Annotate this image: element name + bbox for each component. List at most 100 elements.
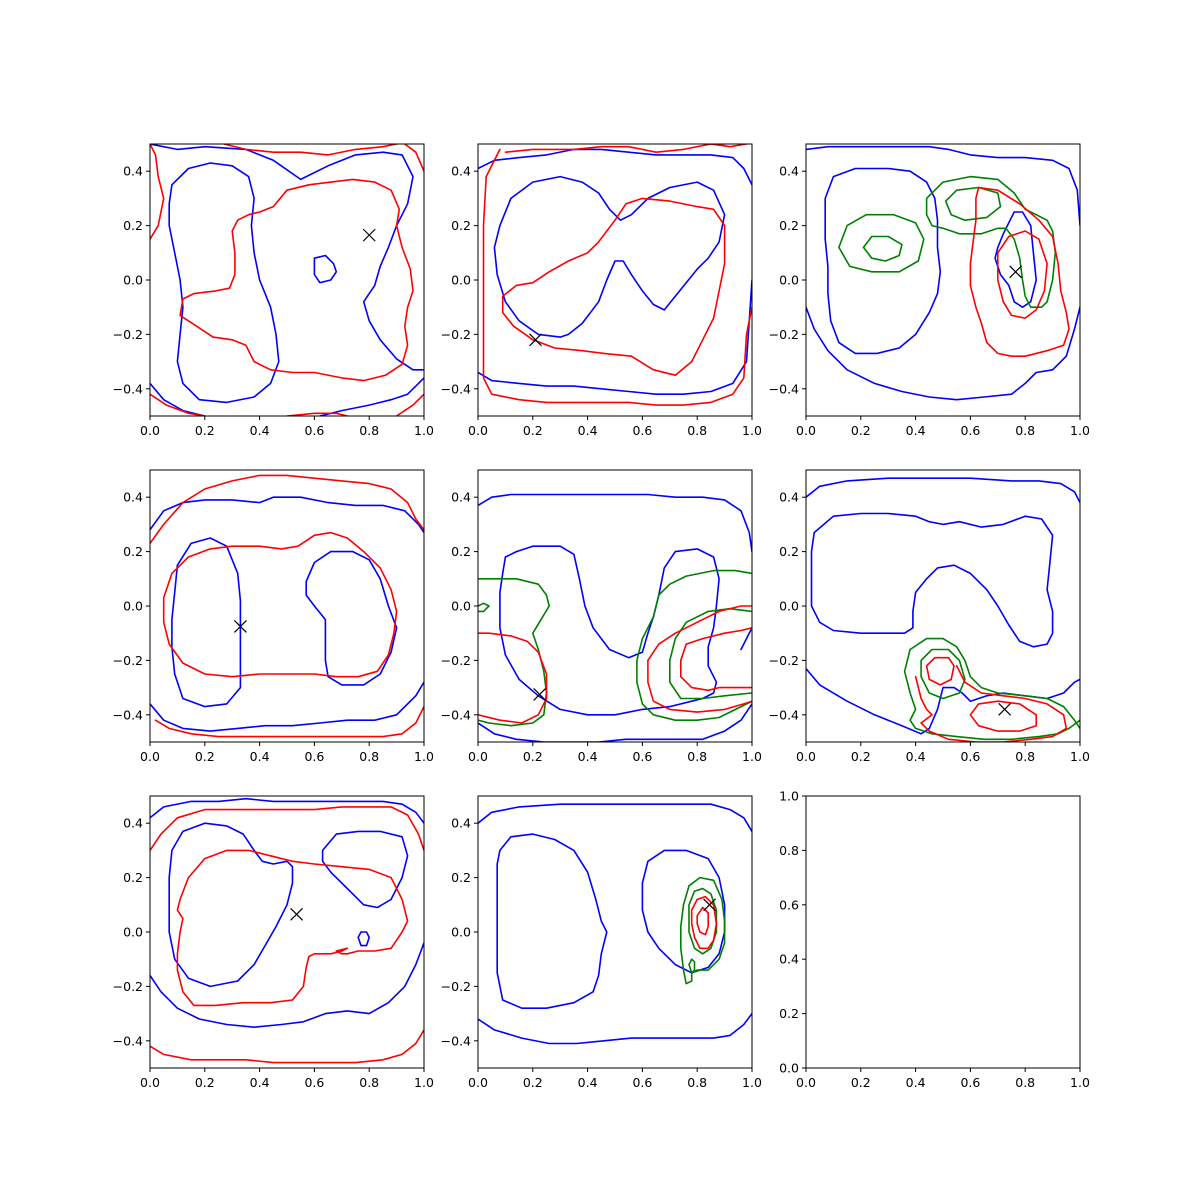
x-tick-label: 1.0 xyxy=(1070,749,1090,764)
y-tick-label: 0.4 xyxy=(779,164,799,179)
x-tick-label: 0.6 xyxy=(960,423,980,438)
contour-line-red xyxy=(478,632,548,724)
y-tick-label: 0.8 xyxy=(779,843,799,858)
axes-frame xyxy=(477,143,753,417)
plot-area xyxy=(478,144,752,406)
x-tick-label: 0.8 xyxy=(1015,423,1035,438)
plot-area xyxy=(150,797,424,1064)
subplot-2: 0.0 0.2 0.4 0.6 0.8 1.0 −0.4 −0.2 0.0 0.2 0.4 xyxy=(441,143,762,438)
x-tick-label: 0.0 xyxy=(140,423,160,438)
x-tick-label: 0.4 xyxy=(250,749,270,764)
contour-line-green xyxy=(944,186,1002,221)
x-tick-label: 0.2 xyxy=(523,749,543,764)
contour-line-red xyxy=(176,849,409,1007)
contour-line-blue xyxy=(150,942,424,1028)
contour-line-red xyxy=(504,144,726,153)
y-tick-label: 0.2 xyxy=(451,870,471,885)
contour-line-red xyxy=(223,144,398,156)
y-tick-label: 0.2 xyxy=(779,544,799,559)
x-tick-label: 1.0 xyxy=(1070,1075,1090,1090)
x-marker xyxy=(529,333,542,347)
x-tick-label: 1.0 xyxy=(414,1075,434,1090)
contour-line-red xyxy=(997,230,1048,319)
x-tick-label: 0.2 xyxy=(851,1075,871,1090)
y-tick-label: −0.4 xyxy=(769,707,799,722)
contour-line-blue xyxy=(478,148,752,186)
x-tick-label: 1.0 xyxy=(742,749,762,764)
contour-line-green xyxy=(838,213,925,273)
axes-frame xyxy=(805,143,1081,417)
y-tick-label: 0.0 xyxy=(451,599,471,614)
x-tick-label: 1.0 xyxy=(742,423,762,438)
y-tick-label: 0.0 xyxy=(779,599,799,614)
y-tick-label: 0.4 xyxy=(123,816,143,831)
contour-line-green xyxy=(669,607,752,662)
contour-line-green xyxy=(478,578,550,727)
subplot-7: 0.0 0.2 0.4 0.6 0.8 1.0 −0.4 −0.2 0.0 0.2 0.4 xyxy=(113,795,434,1090)
contour-line-blue xyxy=(478,803,752,833)
x-tick-label: 0.6 xyxy=(960,1075,980,1090)
subplot-9: 0.0 0.2 0.4 0.6 0.8 1.0 0.0 0.2 0.4 0.6 0.8 1.0 xyxy=(779,789,1090,1091)
axes-frame xyxy=(805,795,1081,1069)
y-tick-label: 0.0 xyxy=(123,599,143,614)
contour-line-blue xyxy=(478,1012,752,1045)
x-tick-label: 0.8 xyxy=(1015,1075,1035,1090)
y-tick-label: −0.2 xyxy=(113,979,143,994)
contour-line-blue xyxy=(806,145,1080,227)
x-tick-label: 0.8 xyxy=(687,423,707,438)
contour-line-blue xyxy=(168,162,280,404)
x-tick-label: 0.4 xyxy=(578,749,598,764)
contour-line-blue xyxy=(499,545,720,716)
plot-area xyxy=(806,145,1080,401)
contour-line-blue xyxy=(305,550,398,686)
x-marker xyxy=(233,619,247,633)
contour-line-blue xyxy=(150,681,424,732)
y-tick-label: −0.4 xyxy=(113,1033,143,1048)
y-tick-label: −0.2 xyxy=(441,979,471,994)
contour-line-green xyxy=(909,637,1080,730)
plot-area xyxy=(478,803,752,1045)
contour-line-red xyxy=(969,186,1070,357)
x-tick-label: 0.6 xyxy=(632,749,652,764)
x-tick-label: 0.4 xyxy=(906,749,926,764)
x-tick-label: 0.8 xyxy=(687,1075,707,1090)
x-tick-label: 0.2 xyxy=(523,423,543,438)
contour-line-blue xyxy=(806,306,1080,401)
subplot-3: 0.0 0.2 0.4 0.6 0.8 1.0 −0.4 −0.2 0.0 0.2 0.4 xyxy=(769,143,1090,438)
contour-line-red xyxy=(150,393,206,416)
y-tick-label: 0.4 xyxy=(779,952,799,967)
contour-line-blue xyxy=(740,627,752,651)
contour-line-red xyxy=(286,412,349,416)
y-tick-label: −0.4 xyxy=(441,1033,471,1048)
x-tick-label: 0.0 xyxy=(468,423,488,438)
contour-line-green xyxy=(862,235,903,262)
plot-area xyxy=(150,474,424,738)
contour-line-green xyxy=(680,876,726,985)
y-tick-label: −0.4 xyxy=(441,381,471,396)
y-tick-label: 1.0 xyxy=(779,789,799,804)
y-tick-label: −0.2 xyxy=(113,653,143,668)
contour-line-blue xyxy=(641,849,726,974)
y-tick-label: 0.2 xyxy=(779,218,799,233)
x-tick-label: 0.2 xyxy=(851,749,871,764)
y-tick-label: −0.2 xyxy=(769,327,799,342)
plot-area xyxy=(150,144,424,416)
x-tick-label: 1.0 xyxy=(414,749,434,764)
x-tick-label: 0.6 xyxy=(304,1075,324,1090)
y-tick-label: 0.2 xyxy=(123,870,143,885)
x-tick-label: 0.2 xyxy=(851,423,871,438)
x-tick-label: 0.8 xyxy=(359,1075,379,1090)
contour-line-green xyxy=(688,887,718,955)
contour-line-red xyxy=(680,627,752,662)
x-tick-label: 0.4 xyxy=(578,1075,598,1090)
y-tick-label: −0.4 xyxy=(113,381,143,396)
y-tick-label: 0.6 xyxy=(779,897,799,912)
contour-line-red xyxy=(969,700,1037,732)
contour-line-red xyxy=(154,705,424,738)
y-tick-label: 0.0 xyxy=(451,925,471,940)
contour-line-blue xyxy=(478,493,752,553)
x-marker xyxy=(998,702,1012,716)
contour-line-green xyxy=(658,569,752,596)
contour-line-blue xyxy=(493,175,726,338)
contour-line-red xyxy=(680,659,752,692)
